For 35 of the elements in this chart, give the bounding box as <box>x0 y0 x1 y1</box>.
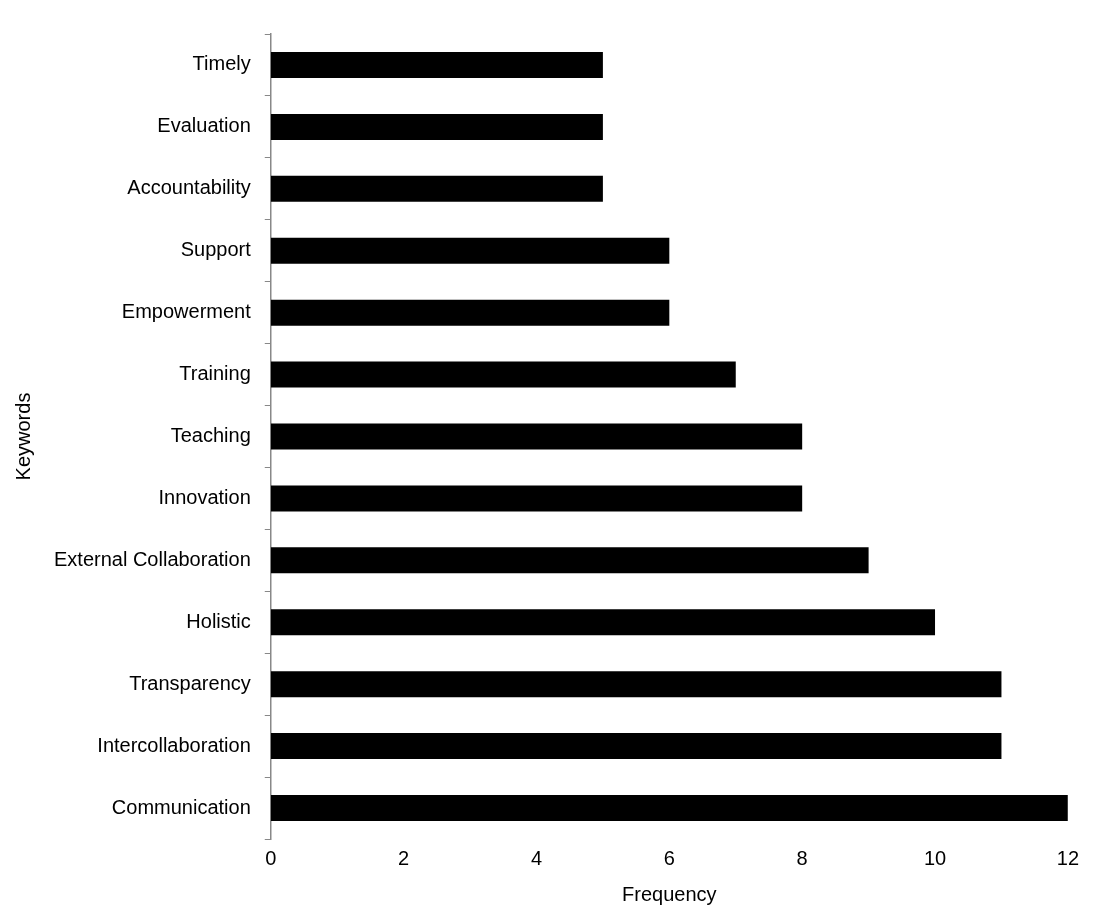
x-axis-title: Frequency <box>622 882 717 905</box>
x-tick-label: 12 <box>1056 846 1079 869</box>
y-tick-label: Intercollaboration <box>97 733 251 756</box>
x-tick-label: 6 <box>663 846 675 869</box>
bar <box>270 733 1002 760</box>
bar <box>270 361 736 388</box>
y-tick-label: Innovation <box>158 485 251 508</box>
bar <box>270 423 803 450</box>
y-tick-label: Holistic <box>186 609 251 632</box>
y-tick-label: Transparency <box>129 671 251 694</box>
x-tick-label: 0 <box>265 846 277 869</box>
bar <box>270 609 936 636</box>
bar <box>270 299 670 326</box>
y-tick-label: Teaching <box>170 424 251 447</box>
y-tick-label: Training <box>179 362 251 385</box>
bar <box>270 671 1002 698</box>
x-tick-label: 2 <box>398 846 410 869</box>
bar <box>270 485 803 512</box>
y-tick-label: External Collaboration <box>54 547 251 570</box>
y-tick-label: Evaluation <box>157 114 251 137</box>
bar <box>270 795 1068 822</box>
y-axis-title: Keywords <box>11 392 34 481</box>
bar <box>270 547 869 574</box>
y-tick-label: Communication <box>111 795 251 818</box>
bar <box>270 237 670 264</box>
x-tick-label: 10 <box>923 846 947 869</box>
y-tick-label: Accountability <box>127 176 251 199</box>
bar <box>270 51 603 78</box>
bar <box>270 113 603 140</box>
bar <box>270 175 603 202</box>
y-tick-label: Support <box>180 238 252 261</box>
x-tick-label: 4 <box>530 846 543 869</box>
x-tick-label: 8 <box>796 846 808 869</box>
y-tick-label: Timely <box>192 52 251 75</box>
y-tick-label: Empowerment <box>121 300 252 323</box>
